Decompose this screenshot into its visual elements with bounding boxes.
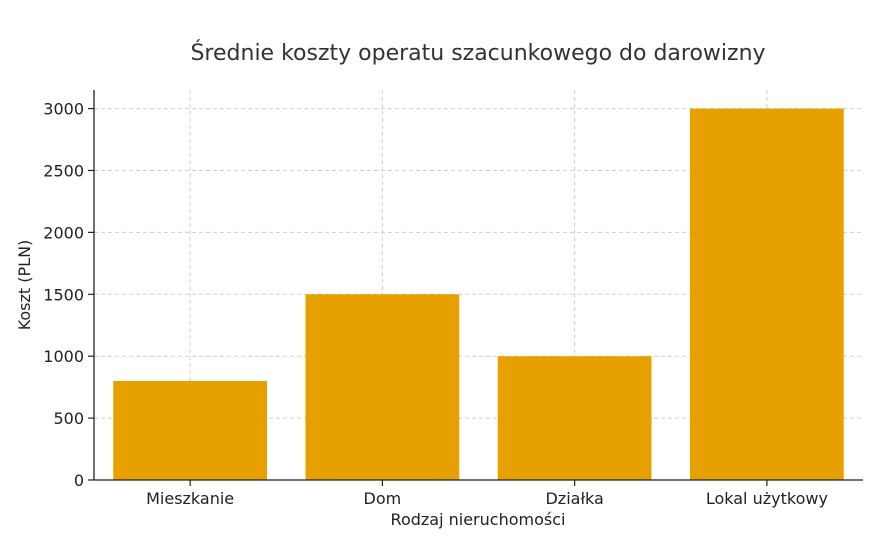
chart-title: Średnie koszty operatu szacunkowego do d… — [190, 40, 765, 66]
x-tick-label: Działka — [545, 489, 603, 508]
y-tick-label: 1000 — [43, 347, 84, 366]
y-tick-label: 1500 — [43, 285, 84, 304]
x-axis-label: Rodzaj nieruchomości — [391, 510, 566, 529]
bars — [113, 108, 844, 481]
y-axis-label: Koszt (PLN) — [15, 240, 34, 331]
x-tick-label: Lokal użytkowy — [706, 489, 828, 508]
x-tick-label: Mieszkanie — [146, 489, 234, 508]
bar — [689, 108, 844, 481]
y-tick-label: 2000 — [43, 223, 84, 242]
bar — [113, 380, 268, 480]
x-tick-label: Dom — [364, 489, 402, 508]
y-tick-label: 3000 — [43, 100, 84, 119]
bar — [305, 294, 460, 480]
axes — [93, 90, 863, 481]
bar — [497, 356, 652, 480]
y-tick-label: 2500 — [43, 161, 84, 180]
y-tick-label: 500 — [53, 409, 84, 428]
y-ticks: 0 500 1000 1500 2000 2500 3000 — [43, 100, 94, 490]
x-ticks: Mieszkanie Dom Działka Lokal użytkowy — [146, 480, 828, 508]
y-tick-label: 0 — [74, 471, 84, 490]
